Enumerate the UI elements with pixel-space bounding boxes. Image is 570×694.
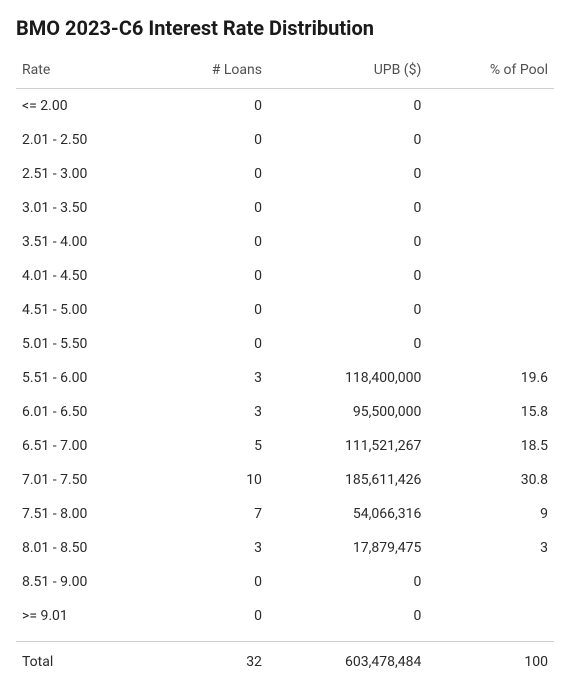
cell-loans: 0 [156, 89, 268, 124]
cell-loans: 0 [156, 599, 268, 633]
table-row: 6.01 - 6.50395,500,00015.8 [16, 395, 554, 429]
cell-pct: 15.8 [427, 395, 554, 429]
table-row: 8.01 - 8.50317,879,4753 [16, 531, 554, 565]
cell-upb: 0 [268, 293, 427, 327]
total-loans: 32 [156, 642, 268, 679]
cell-loans: 0 [156, 123, 268, 157]
table-body: <= 2.00002.01 - 2.50002.51 - 3.00003.01 … [16, 89, 554, 642]
cell-rate: 5.51 - 6.00 [16, 361, 156, 395]
table-row: 4.01 - 4.5000 [16, 259, 554, 293]
total-upb: 603,478,484 [268, 642, 427, 679]
total-pct: 100 [427, 642, 554, 679]
cell-loans: 7 [156, 497, 268, 531]
cell-rate: <= 2.00 [16, 89, 156, 124]
cell-upb: 0 [268, 259, 427, 293]
cell-loans: 0 [156, 225, 268, 259]
cell-pct: 30.8 [427, 463, 554, 497]
cell-rate: 3.01 - 3.50 [16, 191, 156, 225]
cell-rate: 8.51 - 9.00 [16, 565, 156, 599]
spacer-cell [16, 633, 554, 642]
cell-pct: 9 [427, 497, 554, 531]
cell-loans: 3 [156, 531, 268, 565]
distribution-table: Rate # Loans UPB ($) % of Pool <= 2.0000… [16, 54, 554, 678]
cell-upb: 0 [268, 565, 427, 599]
cell-upb: 54,066,316 [268, 497, 427, 531]
cell-upb: 0 [268, 191, 427, 225]
total-label: Total [16, 642, 156, 679]
cell-loans: 0 [156, 565, 268, 599]
cell-loans: 3 [156, 361, 268, 395]
table-row: 5.01 - 5.5000 [16, 327, 554, 361]
cell-pct [427, 191, 554, 225]
cell-pct [427, 89, 554, 124]
col-header-rate: Rate [16, 54, 156, 89]
cell-rate: 6.51 - 7.00 [16, 429, 156, 463]
cell-pct: 19.6 [427, 361, 554, 395]
table-row: 7.51 - 8.00754,066,3169 [16, 497, 554, 531]
cell-rate: 2.51 - 3.00 [16, 157, 156, 191]
table-row: 3.51 - 4.0000 [16, 225, 554, 259]
cell-loans: 0 [156, 327, 268, 361]
table-row: 5.51 - 6.003118,400,00019.6 [16, 361, 554, 395]
cell-upb: 118,400,000 [268, 361, 427, 395]
cell-upb: 0 [268, 327, 427, 361]
cell-loans: 5 [156, 429, 268, 463]
cell-upb: 111,521,267 [268, 429, 427, 463]
col-header-loans: # Loans [156, 54, 268, 89]
cell-pct [427, 327, 554, 361]
table-spacer-row [16, 633, 554, 642]
cell-pct [427, 123, 554, 157]
col-header-upb: UPB ($) [268, 54, 427, 89]
cell-upb: 17,879,475 [268, 531, 427, 565]
table-row: 2.51 - 3.0000 [16, 157, 554, 191]
table-row: 8.51 - 9.0000 [16, 565, 554, 599]
cell-rate: 5.01 - 5.50 [16, 327, 156, 361]
cell-rate: 7.51 - 8.00 [16, 497, 156, 531]
cell-loans: 0 [156, 191, 268, 225]
cell-upb: 0 [268, 225, 427, 259]
table-row: 6.51 - 7.005111,521,26718.5 [16, 429, 554, 463]
cell-pct [427, 225, 554, 259]
page-title: BMO 2023-C6 Interest Rate Distribution [16, 16, 554, 40]
cell-pct [427, 259, 554, 293]
cell-rate: 2.01 - 2.50 [16, 123, 156, 157]
cell-rate: 6.01 - 6.50 [16, 395, 156, 429]
cell-pct [427, 599, 554, 633]
cell-rate: 3.51 - 4.00 [16, 225, 156, 259]
table-row: 3.01 - 3.5000 [16, 191, 554, 225]
col-header-pct: % of Pool [427, 54, 554, 89]
cell-pct: 18.5 [427, 429, 554, 463]
cell-upb: 0 [268, 157, 427, 191]
cell-rate: >= 9.01 [16, 599, 156, 633]
cell-upb: 0 [268, 89, 427, 124]
cell-rate: 4.51 - 5.00 [16, 293, 156, 327]
table-row: 7.01 - 7.5010185,611,42630.8 [16, 463, 554, 497]
table-row: >= 9.0100 [16, 599, 554, 633]
cell-rate: 8.01 - 8.50 [16, 531, 156, 565]
cell-loans: 0 [156, 293, 268, 327]
cell-loans: 3 [156, 395, 268, 429]
cell-pct: 3 [427, 531, 554, 565]
cell-loans: 0 [156, 157, 268, 191]
table-row: 4.51 - 5.0000 [16, 293, 554, 327]
cell-upb: 0 [268, 599, 427, 633]
table-header-row: Rate # Loans UPB ($) % of Pool [16, 54, 554, 89]
cell-pct [427, 565, 554, 599]
cell-loans: 0 [156, 259, 268, 293]
cell-rate: 7.01 - 7.50 [16, 463, 156, 497]
cell-pct [427, 293, 554, 327]
table-total-row: Total 32 603,478,484 100 [16, 642, 554, 679]
cell-upb: 185,611,426 [268, 463, 427, 497]
cell-loans: 10 [156, 463, 268, 497]
cell-upb: 95,500,000 [268, 395, 427, 429]
cell-pct [427, 157, 554, 191]
table-row: <= 2.0000 [16, 89, 554, 124]
table-row: 2.01 - 2.5000 [16, 123, 554, 157]
cell-rate: 4.01 - 4.50 [16, 259, 156, 293]
cell-upb: 0 [268, 123, 427, 157]
